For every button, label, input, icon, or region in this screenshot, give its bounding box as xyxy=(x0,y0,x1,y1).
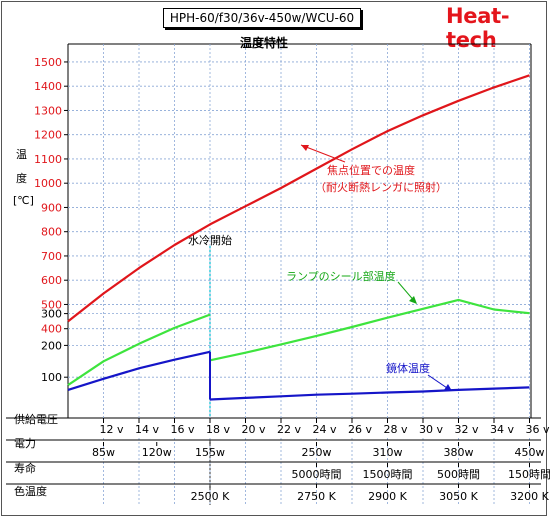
life-label: 150時間 xyxy=(508,468,550,481)
power-label: 250w xyxy=(302,446,332,459)
y-tick-label: 100 xyxy=(41,371,62,384)
voltage-tick-label: 22 v xyxy=(277,423,301,436)
annotation-seal-temp: ランプのシール部温度 xyxy=(286,269,396,283)
arrowhead-seal xyxy=(409,296,417,304)
power-label: 85w xyxy=(92,446,115,459)
series-line-seal_after xyxy=(209,298,530,362)
y-tick-label: 1200 xyxy=(34,129,62,142)
life-label: 1500時間 xyxy=(363,468,413,481)
y-tick-label: 400 xyxy=(41,323,62,336)
y-axis-label-3: [℃] xyxy=(13,194,34,207)
arrowhead-body xyxy=(444,384,452,391)
life-label: 500時間 xyxy=(437,468,480,481)
voltage-tick-label: 30 v xyxy=(419,423,443,436)
row-label-color-temp: 色温度 xyxy=(14,484,47,498)
y-tick-label: 1500 xyxy=(34,56,62,69)
annotation-focus-temp: 焦点位置での温度 xyxy=(327,163,415,177)
y-tick-label: 1000 xyxy=(34,177,62,190)
row-label-voltage: 供給電圧 xyxy=(14,412,58,426)
voltage-tick-label: 12 v xyxy=(100,423,124,436)
y-tick-label: 700 xyxy=(41,250,62,263)
y-tick-label: 1300 xyxy=(34,104,62,117)
model-title: HPH-60/f30/36v-450w/WCU-60 xyxy=(163,8,361,28)
arrowhead-focus xyxy=(301,145,309,151)
y-tick-label: 1400 xyxy=(34,80,62,93)
color-temp-label: 2900 K xyxy=(368,490,407,503)
chart-subtitle: 温度特性 xyxy=(240,36,289,50)
y-axis-label-2: 度 xyxy=(16,172,27,185)
row-label-life: 寿命 xyxy=(14,461,36,475)
power-label: 380w xyxy=(444,446,474,459)
water-cooling-start-label: 水冷開始 xyxy=(188,233,232,247)
voltage-tick-label: 36 v xyxy=(526,423,550,436)
y-tick-label: 900 xyxy=(41,201,62,214)
life-label: 5000時間 xyxy=(292,468,342,481)
voltage-tick-label: 24 v xyxy=(313,423,337,436)
y-tick-label: 500 xyxy=(41,298,62,311)
y-tick-label: 600 xyxy=(41,274,62,287)
y-tick-label: 300 xyxy=(41,308,62,321)
color-temp-label: 2750 K xyxy=(297,490,336,503)
color-temp-label: 3050 K xyxy=(439,490,478,503)
series-line-seal_before xyxy=(67,313,211,387)
voltage-tick-label: 28 v xyxy=(384,423,408,436)
y-axis-label-1: 温 xyxy=(16,148,27,161)
annotation-focus-temp-sub: （耐火断熱レンガに照射） xyxy=(315,180,447,194)
power-label: 310w xyxy=(373,446,403,459)
voltage-tick-label: 32 v xyxy=(455,423,479,436)
annotation-body-temp: 鏡体温度 xyxy=(386,361,430,375)
power-label: 450w xyxy=(515,446,545,459)
series-line-body_after xyxy=(209,386,530,401)
y-tick-label: 200 xyxy=(41,339,62,352)
arrow-focus xyxy=(300,144,346,163)
series-line-body_before xyxy=(67,350,211,391)
voltage-tick-label: 34 v xyxy=(490,423,514,436)
brand-logo: Heat-tech xyxy=(446,4,510,52)
series-line-focus xyxy=(67,74,530,323)
voltage-tick-label: 26 v xyxy=(348,423,372,436)
voltage-tick-label: 14 v xyxy=(135,423,159,436)
voltage-tick-label: 18 v xyxy=(206,423,230,436)
voltage-tick-label: 16 v xyxy=(171,423,195,436)
power-label: 120w xyxy=(142,446,172,459)
y-tick-label: 800 xyxy=(41,226,62,239)
y-tick-label: 1100 xyxy=(34,153,62,166)
voltage-tick-label: 20 v xyxy=(242,423,266,436)
row-label-power: 電力 xyxy=(14,437,36,450)
color-temp-label: 3200 K xyxy=(510,490,549,503)
